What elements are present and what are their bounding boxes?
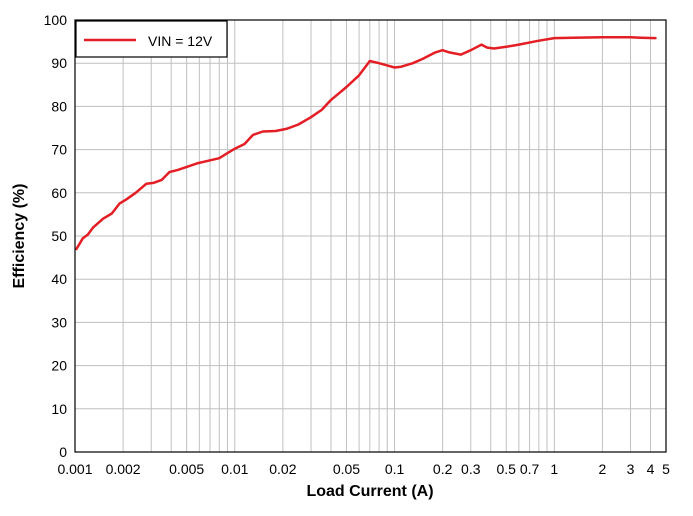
x-tick-label: 0.7	[520, 461, 540, 477]
x-tick-label: 5	[662, 461, 670, 477]
y-tick-label: 100	[44, 12, 68, 28]
y-axis-title: Efficiency (%)	[11, 184, 28, 289]
y-tick-label: 70	[51, 142, 67, 158]
legend-label: VIN = 12V	[148, 33, 213, 49]
y-tick-label: 0	[59, 444, 67, 460]
x-tick-label: 0.3	[461, 461, 481, 477]
y-tick-labels: 0 10 20 30 40 50 60 70 80 90 100	[44, 12, 68, 460]
x-tick-label: 0.5	[496, 461, 516, 477]
x-tick-label: 4	[647, 461, 655, 477]
y-tick-label: 80	[51, 98, 67, 114]
x-tick-label: 0.1	[385, 461, 405, 477]
x-tick-labels: 0.001 0.002 0.005 0.01 0.02 0.05 0.1 0.2 0.3 0.5 0…	[57, 461, 670, 477]
x-tick-label: 0.02	[269, 461, 296, 477]
x-tick-label: 0.001	[57, 461, 92, 477]
y-tick-label: 30	[51, 314, 67, 330]
x-tick-label: 1	[550, 461, 558, 477]
x-tick-label: 2	[599, 461, 607, 477]
y-tick-label: 60	[51, 185, 67, 201]
x-tick-label: 3	[627, 461, 635, 477]
y-tick-label: 10	[51, 401, 67, 417]
x-tick-label: 0.002	[106, 461, 141, 477]
y-tick-label: 20	[51, 358, 67, 374]
major-grid	[75, 62, 666, 410]
y-tick-label: 40	[51, 271, 67, 287]
series-line	[75, 36, 657, 251]
x-tick-label: 0.2	[433, 461, 453, 477]
y-tick-label: 90	[51, 55, 67, 71]
x-tick-label: 0.005	[169, 461, 204, 477]
x-tick-label: 0.01	[221, 461, 248, 477]
plot-frame	[74, 19, 667, 453]
x-tick-label: 0.05	[333, 461, 360, 477]
x-axis-title: Load Current (A)	[306, 483, 433, 500]
legend: VIN = 12V	[75, 20, 228, 58]
series-layer	[75, 36, 657, 251]
y-tick-label: 50	[51, 228, 67, 244]
